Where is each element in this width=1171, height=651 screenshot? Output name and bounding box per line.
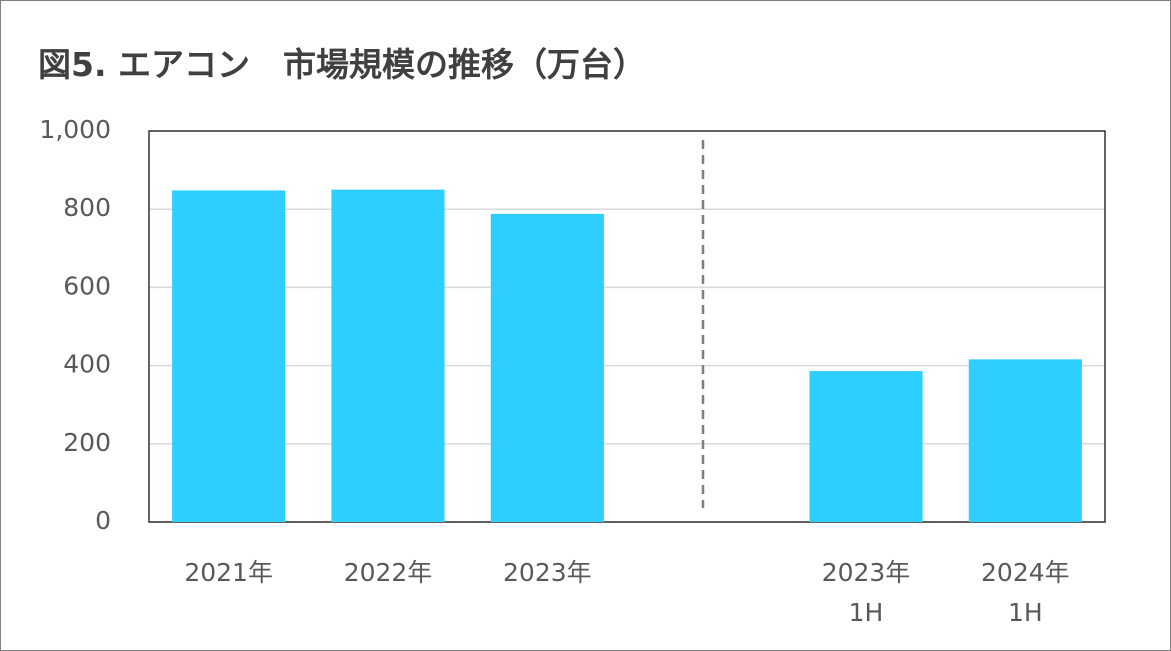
y-tick-label: 800: [63, 193, 111, 222]
y-tick-label: 1,000: [39, 115, 111, 144]
bar: [331, 189, 445, 522]
x-tick-label: 2023年: [503, 558, 592, 587]
bar: [968, 359, 1082, 522]
y-tick-label: 0: [95, 506, 111, 535]
chart-title: 図5. エアコン 市場規模の推移（万台）: [38, 45, 646, 84]
y-tick-label: 600: [63, 271, 111, 300]
bar: [172, 190, 286, 522]
x-tick-label: 2023年 1H: [821, 558, 911, 627]
x-tick-label: 2022年: [343, 558, 433, 587]
plot-border: [148, 130, 1106, 523]
x-tick-label: 2024年 1H: [981, 558, 1070, 627]
bar: [809, 371, 923, 522]
y-tick-label: 200: [63, 428, 111, 457]
bar: [490, 213, 604, 522]
y-tick-label: 400: [63, 350, 111, 379]
x-tick-label: 2021年: [184, 558, 273, 587]
